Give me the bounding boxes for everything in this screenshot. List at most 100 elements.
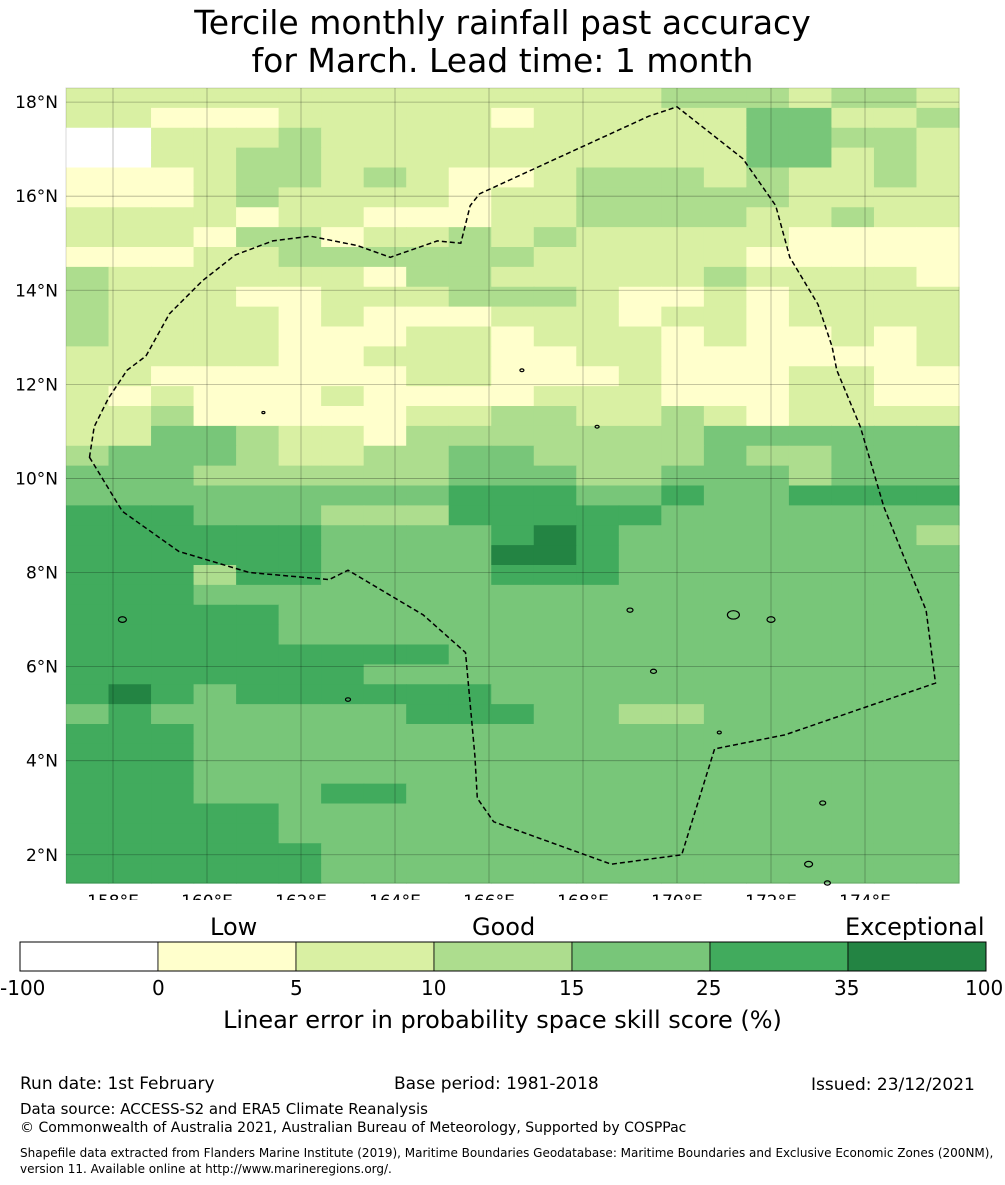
grid-cell [746, 107, 790, 129]
grid-cell [278, 167, 322, 188]
grid-cell [66, 604, 110, 626]
grid-cell [916, 445, 960, 467]
grid-cell [448, 266, 492, 288]
grid-cell [236, 266, 280, 288]
grid-cell [448, 604, 492, 626]
grid-cell [533, 843, 577, 864]
grid-cell [703, 684, 747, 705]
grid-cell [533, 763, 577, 785]
grid-cell [873, 465, 918, 487]
grid-cell [448, 127, 492, 149]
grid-cell [406, 107, 450, 129]
grid-cell [321, 624, 365, 646]
grid-cell [406, 406, 450, 427]
grid-cell [193, 167, 237, 188]
grid-cell [278, 624, 322, 646]
grid-cell [406, 167, 450, 188]
grid-cell [193, 485, 237, 506]
grid-cell [533, 704, 577, 725]
grid-cell [278, 465, 322, 487]
grid-cell [108, 346, 152, 367]
grid-cell [831, 406, 875, 427]
grid-cell [236, 604, 280, 626]
grid-cell [746, 207, 790, 228]
grid-cell [151, 863, 195, 884]
grid-cell [278, 664, 322, 685]
grid-cell [321, 584, 365, 606]
grid-cell [193, 843, 237, 864]
grid-cell [831, 565, 875, 586]
grid-cell [576, 565, 620, 586]
colorbar-tick-label: -100 [0, 976, 46, 1000]
grid-cell [746, 724, 790, 745]
grid-cell [108, 803, 152, 824]
grid-cell [491, 88, 535, 109]
grid-cell [406, 88, 450, 109]
grid-cell [873, 545, 918, 566]
grid-cell [151, 346, 195, 367]
grid-cell [193, 505, 237, 526]
grid-cell [533, 724, 577, 745]
colorbar-swatch [433, 941, 573, 972]
grid-cell [108, 326, 152, 347]
grid-cell [831, 823, 875, 844]
grid-cell [406, 743, 450, 765]
grid-cell [491, 326, 535, 347]
grid-cell [618, 207, 662, 228]
grid-cell [193, 425, 237, 447]
grid-cell [151, 445, 195, 467]
grid-cell [278, 525, 322, 546]
grid-cell [788, 227, 833, 248]
grid-cell [618, 624, 662, 646]
grid-cell [491, 425, 535, 447]
grid-cell [236, 147, 280, 169]
grid-cell [66, 147, 110, 169]
grid-cell [278, 386, 322, 407]
grid-cell [448, 465, 492, 487]
grid-cell [916, 425, 960, 447]
grid-cell [363, 823, 407, 844]
grid-cell [831, 88, 875, 109]
grid-cell [533, 187, 577, 208]
grid-cell [66, 743, 110, 765]
grid-cell [406, 763, 450, 785]
grid-cell [618, 386, 662, 407]
grid-cell [831, 863, 875, 884]
grid-cell [873, 644, 918, 665]
grid-cell [363, 704, 407, 725]
grid-cell [873, 366, 918, 387]
grid-cell [108, 783, 152, 805]
grid-cell [788, 604, 833, 626]
grid-cell [193, 783, 237, 805]
grid-cell [448, 147, 492, 169]
grid-cell [576, 465, 620, 487]
grid-cell [703, 227, 747, 248]
grid-cell [448, 366, 492, 387]
grid-cell [151, 843, 195, 864]
grid-cell [151, 803, 195, 824]
grid-cell [873, 823, 918, 844]
grid-cell [108, 425, 152, 447]
grid-cell [746, 286, 790, 308]
grid-cell [363, 425, 407, 447]
grid-cell [278, 406, 322, 427]
colorbar-title: Linear error in probability space skill … [223, 1006, 782, 1034]
lon-tick-label: 170°E [651, 892, 703, 900]
grid-cell [151, 187, 195, 208]
grid-cell [831, 107, 875, 129]
grid-cell [193, 286, 237, 308]
grid-cell [618, 843, 662, 864]
grid-cell [236, 485, 280, 506]
grid-cell [363, 624, 407, 646]
grid-cell [576, 505, 620, 526]
grid-cell [151, 465, 195, 487]
grid-cell [873, 346, 918, 367]
grid-cell [236, 704, 280, 725]
grid-cell [448, 664, 492, 685]
grid-cell [746, 406, 790, 427]
grid-cell [491, 465, 535, 487]
grid-cell [108, 227, 152, 248]
grid-cell [533, 147, 577, 169]
grid-cell [533, 88, 577, 109]
grid-cell [193, 127, 237, 149]
